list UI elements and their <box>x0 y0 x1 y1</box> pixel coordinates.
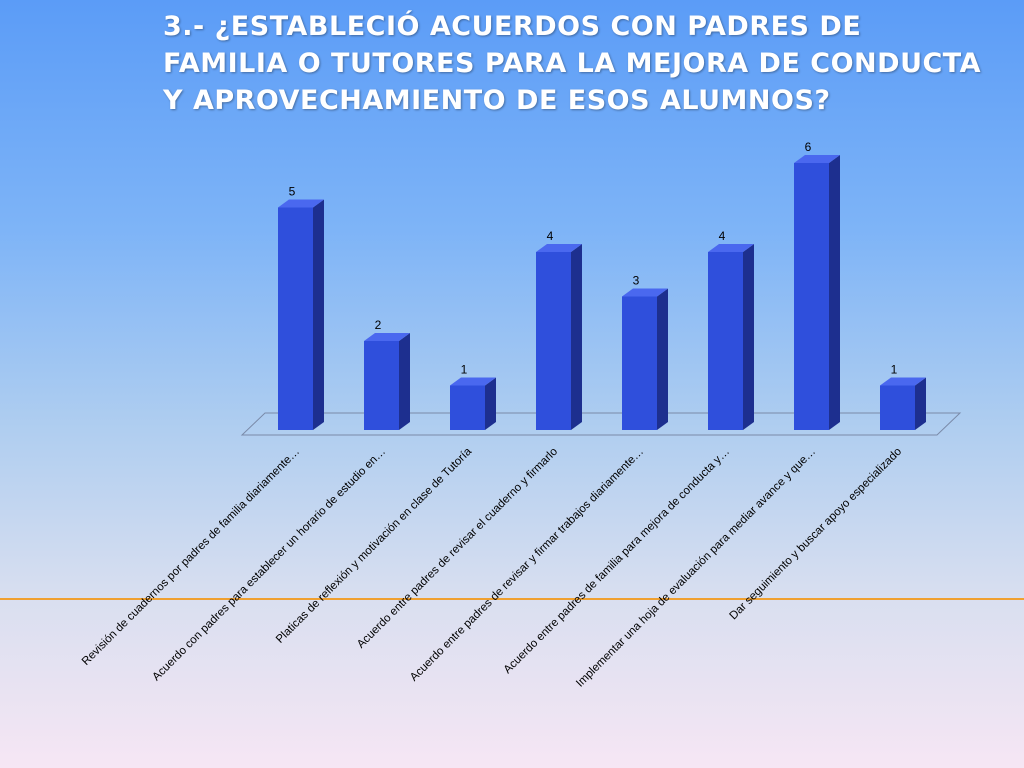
bar-top <box>622 288 668 297</box>
bar-2 <box>364 333 410 430</box>
bar-7 <box>794 155 840 430</box>
bar-top <box>450 377 496 386</box>
data-label: 3 <box>633 274 640 288</box>
slide-title: 3.- ¿ESTABLECIÓ ACUERDOS CON PADRES DE F… <box>163 11 982 116</box>
data-label: 1 <box>461 363 468 377</box>
bar-6 <box>708 244 754 430</box>
bar-side <box>829 155 840 430</box>
accent-line <box>0 598 1024 600</box>
data-label: 6 <box>805 140 812 154</box>
bar-side <box>313 199 324 430</box>
data-label: 1 <box>891 363 898 377</box>
bar-side <box>657 288 668 430</box>
bar-side <box>485 377 496 430</box>
data-label: 4 <box>719 229 726 243</box>
bar-side <box>399 333 410 430</box>
category-label: Acuerdo entre padres de revisar el cuade… <box>355 446 560 651</box>
bar-top <box>278 199 324 208</box>
chart-floor <box>240 412 962 436</box>
bar-front <box>278 207 313 430</box>
data-label: 5 <box>289 185 296 199</box>
category-label: Platicas de reflexión y motivación en cl… <box>274 445 475 646</box>
bar-front <box>364 341 399 430</box>
bar-top <box>536 244 582 252</box>
bar-1 <box>278 199 324 430</box>
bar-front <box>880 385 915 430</box>
bar-top <box>794 155 840 163</box>
data-label: 2 <box>375 318 382 332</box>
bar-front <box>794 163 829 430</box>
bar-5 <box>622 288 668 430</box>
bar-top <box>880 377 926 386</box>
bar-top <box>708 244 754 252</box>
bar-4 <box>536 244 582 430</box>
bar-3 <box>450 377 496 430</box>
bar-side <box>915 377 926 430</box>
category-label: Dar seguimiento y buscar apoyo especiali… <box>727 446 904 623</box>
bar-front <box>622 296 657 430</box>
bar-8 <box>880 377 926 430</box>
data-label: 4 <box>547 229 554 243</box>
bar-side <box>571 244 582 430</box>
bar-top <box>364 333 410 341</box>
bar-front <box>708 252 743 430</box>
bar-front <box>536 252 571 430</box>
bar-side <box>743 244 754 430</box>
bar-front <box>450 385 485 430</box>
